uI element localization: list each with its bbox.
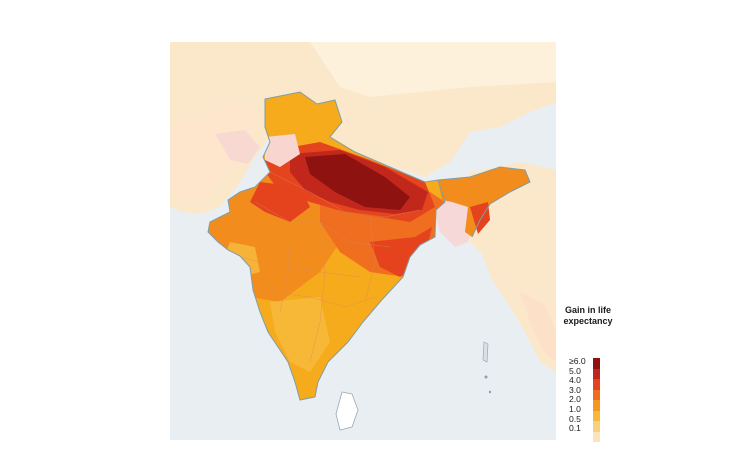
neighbor-land-southeast xyxy=(520,292,556,362)
island-andaman xyxy=(482,341,489,363)
island-sri-lanka xyxy=(335,391,359,431)
legend-color-bar xyxy=(593,358,600,442)
neighbor-land-tibet xyxy=(310,42,556,97)
india-border xyxy=(207,91,446,401)
legend-label: 1.0 xyxy=(569,403,581,414)
map-svg xyxy=(170,42,556,440)
legend-swatch xyxy=(593,389,600,400)
legend-label: ≥6.0 xyxy=(569,356,586,366)
neighbor-land-bangladesh xyxy=(435,198,475,247)
legend-swatch xyxy=(593,400,600,411)
choropleth-map xyxy=(170,42,556,440)
region-kashmir xyxy=(265,134,300,167)
legend-body: ≥6.0 5.0 4.0 3.0 2.0 1.0 0.5 0.1 xyxy=(560,356,618,443)
region-odisha xyxy=(370,227,432,277)
legend-label: 0.1 xyxy=(569,423,581,434)
region-gangetic-peak xyxy=(305,154,410,210)
northeast-border xyxy=(437,166,531,238)
legend: Gain in life expectancy ≥6.0 5.0 4.0 3.0… xyxy=(560,305,618,443)
region-northeast xyxy=(438,167,530,237)
region-south-peninsula xyxy=(270,297,330,372)
legend-title: Gain in life expectancy xyxy=(560,305,616,327)
legend-swatch xyxy=(593,379,600,390)
legend-swatch xyxy=(593,421,600,432)
island-nicobar xyxy=(484,375,488,379)
legend-label: 2.0 xyxy=(569,394,581,405)
legend-label: 4.0 xyxy=(569,375,581,386)
legend-labels: ≥6.0 5.0 4.0 3.0 2.0 1.0 0.5 0.1 xyxy=(569,356,593,434)
legend-swatch xyxy=(593,410,600,421)
legend-swatch xyxy=(593,431,600,442)
legend-label: 5.0 xyxy=(569,365,581,376)
neighbor-hotspot-west xyxy=(215,130,260,164)
neighbor-land-west xyxy=(170,102,260,202)
legend-label: 0.5 xyxy=(569,413,581,424)
legend-label: 3.0 xyxy=(569,384,581,395)
state-boundaries xyxy=(239,171,421,363)
region-rajasthan-east xyxy=(250,182,310,222)
legend-swatch xyxy=(593,368,600,379)
legend-title-line1: Gain in life xyxy=(564,305,611,315)
island-nicobar-south xyxy=(488,390,492,394)
legend-title-line2: expectancy xyxy=(563,316,613,326)
region-northeast-hotspot xyxy=(470,202,490,234)
legend-swatch xyxy=(593,358,600,369)
